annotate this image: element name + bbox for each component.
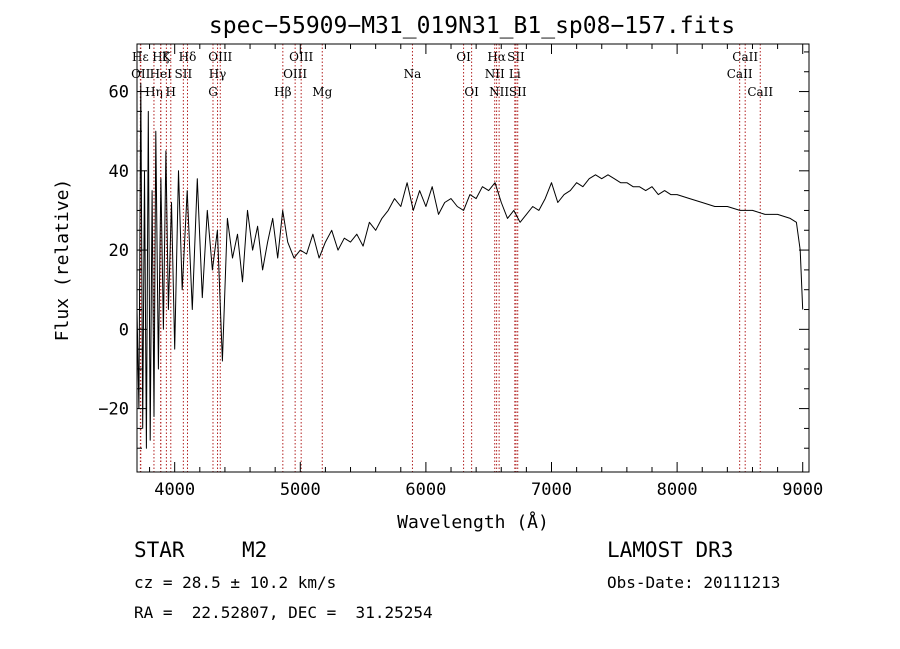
chart-title: spec−55909−M31_019N31_B1_sp08−157.fits — [209, 13, 735, 39]
line-label: Mg — [312, 85, 332, 99]
line-label: Hβ — [274, 85, 291, 99]
plot-frame — [136, 43, 810, 473]
line-label: Hε — [132, 50, 149, 64]
line-label: K — [162, 50, 172, 64]
line-label: OI — [464, 85, 479, 99]
line-label: Na — [404, 67, 422, 81]
flux-line — [136, 83, 804, 449]
y-tick-label: 20 — [109, 241, 129, 261]
y-axis-label: Flux (relative) — [52, 179, 73, 342]
object-subclass: M2 — [242, 538, 268, 562]
x-axis-label: Wavelength (Å) — [397, 511, 549, 533]
line-label: CaII — [732, 50, 758, 64]
line-label: OIII — [208, 50, 232, 64]
line-label: SII — [174, 67, 192, 81]
x-tick-label: 6000 — [405, 480, 446, 500]
survey-name: LAMOST DR3 — [607, 538, 734, 562]
line-label: Hη — [145, 85, 163, 99]
y-tick-label: 0 — [119, 320, 129, 340]
line-label: CaII — [747, 85, 773, 99]
object-class: STAR — [134, 538, 185, 562]
line-label: OI — [456, 50, 471, 64]
x-tick-label: 9000 — [782, 480, 823, 500]
line-label: SII — [509, 85, 527, 99]
line-label: Hα — [487, 50, 506, 64]
line-label: NII — [489, 85, 509, 99]
y-tick-label: −20 — [98, 400, 129, 420]
x-axis-ticks: 4000 5000 6000 7000 8000 9000 — [149, 44, 823, 500]
line-label: HeI — [150, 67, 173, 81]
line-label: G — [208, 85, 218, 99]
observation-date: Obs-Date: 20111213 — [607, 573, 781, 592]
line-label: Li — [509, 67, 521, 81]
y-tick-label: 40 — [109, 162, 129, 182]
flux-series — [136, 83, 804, 449]
x-tick-label: 7000 — [531, 480, 572, 500]
line-label: NII — [485, 67, 505, 81]
x-tick-label: 4000 — [154, 480, 195, 500]
line-label: SII — [507, 50, 525, 64]
line-label: Hζ — [152, 50, 169, 64]
line-label: CaII — [727, 67, 753, 81]
line-label: OIII — [283, 67, 307, 81]
line-label: Hδ — [179, 50, 197, 64]
x-tick-label: 5000 — [280, 480, 321, 500]
coordinates: RA = 22.52807, DEC = 31.25254 — [134, 603, 433, 622]
line-label: Hγ — [209, 67, 227, 81]
line-label: H — [166, 85, 176, 99]
y-axis-ticks: −20 0 20 40 60 — [98, 51, 809, 449]
y-tick-label: 60 — [109, 83, 129, 103]
line-label: OIII — [289, 50, 313, 64]
redshift-info: cz = 28.5 ± 10.2 km/s — [134, 573, 337, 592]
x-tick-label: 8000 — [657, 480, 698, 500]
line-label: OII — [131, 67, 151, 81]
